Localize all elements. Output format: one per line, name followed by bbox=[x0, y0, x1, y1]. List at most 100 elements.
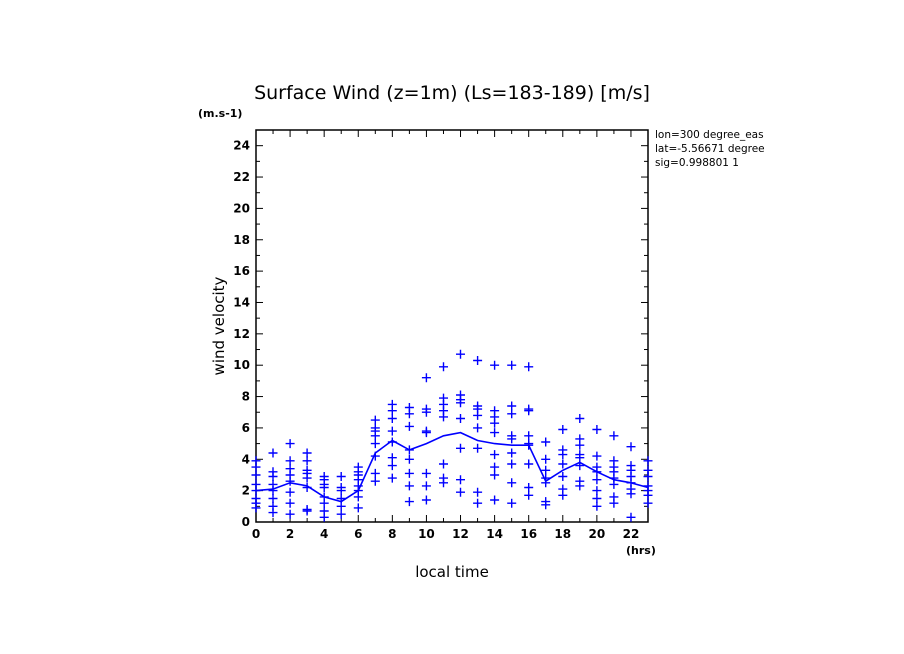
data-point bbox=[558, 472, 568, 481]
mean-wind-line-series bbox=[255, 431, 649, 503]
data-point bbox=[302, 456, 312, 466]
data-point bbox=[558, 445, 568, 455]
x-tick-label: 0 bbox=[252, 527, 260, 541]
x-tick-label: 22 bbox=[623, 527, 640, 541]
data-point bbox=[404, 403, 414, 412]
plot-area bbox=[255, 129, 649, 523]
data-point bbox=[524, 439, 534, 449]
data-point bbox=[643, 456, 653, 466]
data-point bbox=[370, 451, 380, 461]
data-point bbox=[592, 425, 602, 434]
data-point bbox=[387, 399, 397, 409]
data-point bbox=[387, 426, 397, 436]
x-tick-label: 14 bbox=[486, 527, 503, 541]
data-point bbox=[285, 464, 295, 474]
data-point bbox=[387, 437, 397, 447]
x-tick-label: 4 bbox=[320, 527, 328, 541]
location-info: lon=300 degree_eas lat=-5.56671 degree s… bbox=[655, 129, 765, 169]
data-point bbox=[609, 431, 619, 441]
data-point bbox=[490, 406, 500, 416]
data-point bbox=[524, 431, 534, 441]
data-point bbox=[421, 468, 431, 478]
data-point bbox=[524, 404, 534, 414]
data-point bbox=[302, 448, 312, 458]
data-point bbox=[592, 462, 602, 472]
data-point bbox=[558, 484, 568, 494]
data-point bbox=[609, 492, 619, 502]
data-point bbox=[268, 479, 278, 489]
y-tick-label: 12 bbox=[233, 327, 250, 341]
data-point bbox=[268, 501, 278, 511]
data-point bbox=[251, 494, 261, 503]
data-point bbox=[336, 472, 346, 481]
x-tick-label: 2 bbox=[286, 527, 294, 541]
data-point bbox=[456, 487, 465, 497]
data-point bbox=[285, 456, 295, 466]
data-point bbox=[319, 492, 329, 502]
data-point bbox=[319, 472, 329, 481]
data-point bbox=[592, 475, 602, 485]
data-point bbox=[643, 498, 653, 508]
data-point bbox=[421, 495, 431, 505]
y-tick-label: 24 bbox=[233, 139, 250, 153]
data-point bbox=[541, 454, 551, 464]
data-point bbox=[439, 459, 448, 469]
data-point bbox=[319, 506, 329, 516]
data-point bbox=[456, 390, 465, 400]
data-point bbox=[609, 456, 619, 466]
data-point bbox=[370, 468, 380, 478]
x-tick-label: 16 bbox=[520, 527, 537, 541]
x-tick-label: 10 bbox=[418, 527, 435, 541]
data-point bbox=[268, 448, 278, 458]
data-point bbox=[507, 498, 517, 508]
data-point bbox=[507, 409, 517, 419]
data-point bbox=[285, 439, 295, 449]
data-point bbox=[353, 462, 363, 472]
data-point bbox=[524, 490, 534, 500]
y-tick-label: 8 bbox=[242, 390, 250, 404]
data-point bbox=[421, 481, 431, 491]
info-sig: sig=0.998801 1 bbox=[655, 157, 739, 169]
x-tick-labels: 0 2 4 6 8 10 12 14 16 18 20 22 bbox=[252, 527, 639, 541]
data-point bbox=[541, 497, 551, 507]
info-lon: lon=300 degree_eas bbox=[655, 129, 764, 141]
y-unit-label: (m.s-1) bbox=[198, 107, 242, 120]
data-point bbox=[404, 454, 414, 464]
data-point bbox=[490, 450, 500, 460]
axis-ticks bbox=[255, 129, 649, 523]
data-point bbox=[302, 483, 312, 492]
data-point bbox=[456, 475, 465, 485]
data-point bbox=[387, 453, 397, 463]
data-point bbox=[575, 461, 585, 471]
data-point bbox=[387, 414, 397, 423]
data-point bbox=[626, 512, 636, 522]
y-tick-label: 0 bbox=[242, 515, 250, 529]
data-point bbox=[507, 478, 517, 488]
data-point bbox=[558, 459, 568, 469]
data-point bbox=[490, 428, 500, 438]
data-point bbox=[541, 437, 551, 447]
data-point bbox=[643, 465, 653, 475]
data-point bbox=[643, 481, 653, 491]
data-point bbox=[456, 349, 465, 359]
data-point bbox=[592, 486, 602, 496]
data-point bbox=[507, 459, 517, 469]
data-point bbox=[507, 360, 517, 370]
data-point bbox=[473, 498, 483, 508]
data-point bbox=[473, 487, 483, 497]
data-point bbox=[421, 373, 431, 383]
data-point bbox=[404, 497, 414, 507]
data-point bbox=[251, 470, 261, 480]
data-point bbox=[336, 509, 346, 519]
data-point bbox=[387, 461, 397, 471]
data-point bbox=[439, 393, 448, 403]
data-point bbox=[439, 362, 448, 372]
data-point bbox=[524, 362, 534, 372]
data-point bbox=[490, 360, 500, 370]
y-tick-label: 18 bbox=[233, 233, 250, 247]
data-point bbox=[490, 462, 500, 472]
data-point bbox=[421, 426, 431, 436]
y-tick-label: 4 bbox=[242, 452, 250, 466]
info-lat: lat=-5.56671 degree bbox=[655, 143, 765, 155]
